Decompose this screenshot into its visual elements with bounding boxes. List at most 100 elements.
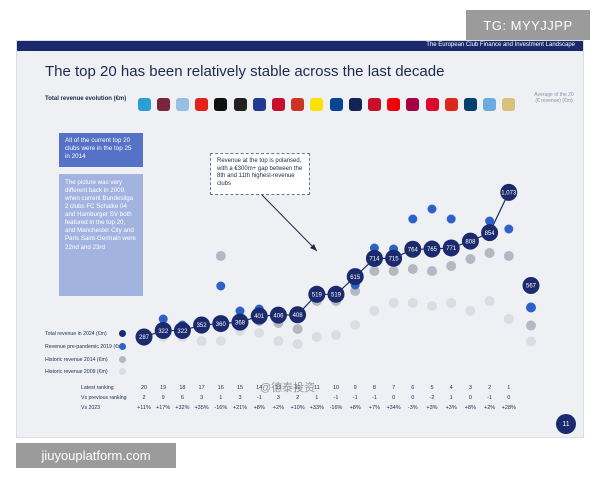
label-vs-2023: Vs 2023 xyxy=(81,405,101,411)
revenue-2024-dot xyxy=(385,249,403,267)
rank-cell: 3 xyxy=(276,395,280,401)
revenue-2024-label: 808 xyxy=(465,239,476,245)
historic-dot xyxy=(311,332,322,342)
historic-dot xyxy=(215,336,226,346)
rank-cell: 17 xyxy=(198,385,205,391)
rank-cell: +8% xyxy=(464,405,476,411)
rank-cell: 2 xyxy=(142,395,146,401)
rank-cell: 20 xyxy=(140,385,148,391)
average-2009-dot xyxy=(526,336,536,347)
revenue-2024-label: 368 xyxy=(235,320,246,326)
historic-dot xyxy=(331,330,341,340)
revenue-2024-dot xyxy=(308,285,326,303)
rank-cell: 1 xyxy=(507,385,511,391)
rank-cell: 1 xyxy=(315,395,319,401)
legend-swatch xyxy=(119,330,126,337)
average-2014-dot xyxy=(526,320,536,331)
historic-dot xyxy=(465,254,476,264)
pre-pandemic-dot xyxy=(216,281,226,291)
revenue-2024-dot xyxy=(231,313,249,331)
rank-cell: 8 xyxy=(372,385,376,391)
rank-cell: 3 xyxy=(200,395,204,401)
club-crest-icon xyxy=(195,98,209,111)
rank-cell: +11% xyxy=(137,405,151,411)
slide: The European Club Finance and Investment… xyxy=(16,40,584,438)
revenue-2024-label: 406 xyxy=(273,313,284,319)
rank-cell: -1 xyxy=(352,395,358,401)
legend-label: Revenue pre-pandemic 2019 (€m) xyxy=(45,344,125,350)
rank-cell: 15 xyxy=(236,385,244,391)
chart-subtitle: Total revenue evolution (€m) xyxy=(45,96,127,102)
rank-cell: 6 xyxy=(411,385,415,391)
historic-dot xyxy=(407,264,418,274)
rank-cell: 6 xyxy=(180,395,184,401)
historic-dot xyxy=(292,324,303,334)
revenue-2024-dot xyxy=(173,322,191,340)
historic-dot xyxy=(388,266,399,276)
legend-swatch xyxy=(119,368,126,375)
rank-cell: 13 xyxy=(275,385,282,391)
historic-dot xyxy=(465,306,476,316)
revenue-2024-label: 715 xyxy=(389,256,400,262)
revenue-2024-label: 764 xyxy=(408,247,419,253)
club-crest-icon xyxy=(406,98,420,111)
revenue-2024-label: 519 xyxy=(331,293,342,299)
rank-cell: +3% xyxy=(445,405,457,411)
rank-cell: +28% xyxy=(501,405,516,411)
historic-dot xyxy=(503,314,514,324)
rank-cell: 1 xyxy=(219,395,223,401)
revenue-2024-dot xyxy=(481,224,499,242)
rank-cell: -1 xyxy=(256,395,262,401)
average-note: Average of the 20 (€ revenue) (€m) xyxy=(534,92,574,104)
revenue-2024-label: 1,073 xyxy=(501,191,517,197)
rank-cell: +3% xyxy=(426,405,438,411)
rank-cell: 11 xyxy=(313,385,320,391)
revenue-2024-label: 352 xyxy=(197,323,208,329)
pre-pandemic-dot xyxy=(485,216,495,226)
revenue-2024-label: 360 xyxy=(216,322,227,328)
rank-cell: +8% xyxy=(349,405,361,411)
revenue-2024-dot xyxy=(135,328,153,346)
revenue-2024-dot xyxy=(404,240,422,258)
historic-dot xyxy=(427,301,437,311)
callout-arrow xyxy=(261,194,318,252)
rank-cell: 0 xyxy=(411,395,415,401)
revenue-2024-label: 714 xyxy=(369,257,380,263)
revenue-chart: 287 322 322 352 360 368 401 406 408 519 519 615 714 7… xyxy=(135,183,540,349)
historic-dot xyxy=(388,298,399,308)
revenue-2024-dot xyxy=(289,306,307,324)
revenue-2024-dot xyxy=(346,268,364,286)
revenue-2024-dot xyxy=(154,322,172,340)
club-crest-icon xyxy=(483,98,497,111)
revenue-2024-label: 771 xyxy=(446,246,457,252)
header-banner: The European Club Finance and Investment… xyxy=(17,41,583,51)
rank-cell: 0 xyxy=(392,395,396,401)
watermark-center: @德泰投资 xyxy=(260,382,316,394)
pre-pandemic-dot xyxy=(446,214,456,224)
callout-arrow-head xyxy=(310,244,317,251)
historic-dot xyxy=(484,296,495,306)
revenue-2024-label: 519 xyxy=(312,293,323,299)
tag-top-right: TG: MYYJJPP xyxy=(466,10,590,40)
banner-text: The European Club Finance and Investment… xyxy=(426,42,575,48)
club-crest-icon xyxy=(502,98,516,111)
legend-swatch xyxy=(119,343,126,350)
historic-dot xyxy=(369,266,380,276)
historic-dot xyxy=(503,251,514,261)
rank-cell: +21% xyxy=(232,405,248,411)
rank-cell: +2% xyxy=(484,405,496,411)
rank-cell: 12 xyxy=(294,385,301,391)
rank-cell: +2% xyxy=(272,405,284,411)
club-crest-icon xyxy=(310,98,324,111)
rank-cell: +35% xyxy=(194,405,209,411)
historic-dot xyxy=(350,320,361,330)
club-crest-icon xyxy=(214,98,228,111)
page-title: The top 20 has been relatively stable ac… xyxy=(45,63,445,80)
callout-polarised: Revenue at the top is polarised, with a … xyxy=(210,153,310,195)
rank-cell: 19 xyxy=(160,385,167,391)
rank-cell: -16% xyxy=(329,405,343,411)
rank-cell: -16% xyxy=(214,405,228,411)
revenue-2024-dot xyxy=(442,239,460,257)
rank-cell: 0 xyxy=(468,395,472,401)
rank-cell: +34% xyxy=(386,405,401,411)
